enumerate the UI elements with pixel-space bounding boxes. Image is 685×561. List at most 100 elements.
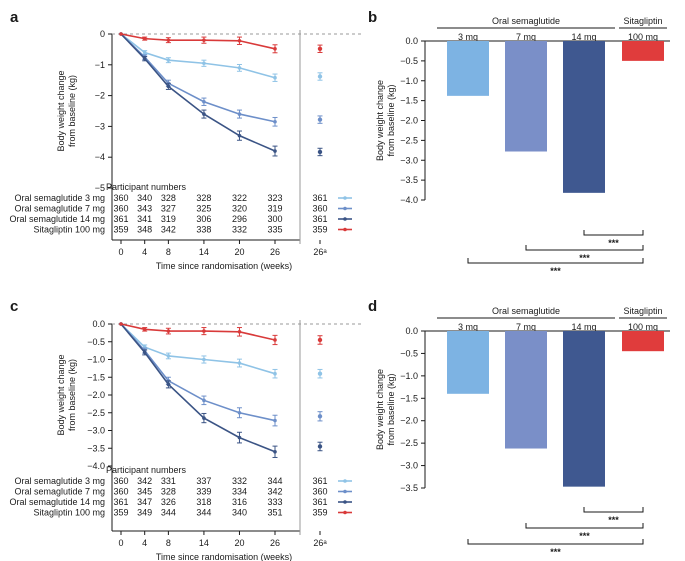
data-point-sita	[142, 36, 147, 41]
x-axis-label: Time since randomisation (weeks)	[156, 552, 292, 561]
x-tick-label-extra: 26ᵃ	[313, 247, 327, 257]
panel-letter-a: a	[10, 9, 19, 26]
participant-number: 359	[113, 225, 128, 235]
participant-number: 340	[232, 508, 247, 518]
y-axis-label: from baseline (kg)	[67, 359, 77, 431]
data-point-sita	[119, 32, 123, 36]
x-tick-label: 0	[118, 247, 123, 257]
y-tick-label: 0	[100, 29, 105, 39]
data-point-sita	[202, 38, 206, 42]
category-label: 3 mg	[458, 322, 478, 332]
x-axis-label: Time since randomisation (weeks)	[156, 261, 292, 271]
x-tick-label: 4	[142, 247, 147, 257]
bar-bar3	[447, 331, 489, 394]
participant-number: 342	[137, 476, 152, 486]
participant-number: 333	[267, 497, 282, 507]
participant-number: 361	[113, 497, 128, 507]
bar-barSita	[622, 41, 664, 61]
significance-bracket	[467, 258, 644, 264]
data-point-s7	[273, 418, 277, 423]
y-tick-label: −4.0	[400, 195, 418, 205]
y-axis-label: Body weight change	[375, 369, 385, 450]
participant-number: 328	[196, 193, 211, 203]
data-point-s14	[237, 435, 242, 440]
group-label: Oral semaglutide	[492, 16, 560, 26]
panel-letter-b: b	[368, 9, 377, 26]
participant-number: 300	[267, 214, 282, 224]
extra-point-s14	[317, 444, 323, 449]
participant-number: 351	[267, 508, 282, 518]
panel-letter-c: c	[10, 298, 18, 315]
participant-number: 343	[137, 204, 152, 214]
y-tick-label: −2.0	[400, 116, 418, 126]
participant-number: 332	[232, 225, 247, 235]
y-tick-label: −0.5	[400, 348, 418, 358]
legend-marker-s3	[343, 479, 347, 483]
participant-number: 332	[232, 476, 247, 486]
y-tick-label: −1	[95, 60, 105, 70]
data-point-s3	[202, 61, 206, 66]
participant-number: 360	[113, 487, 128, 497]
category-label: 7 mg	[516, 322, 536, 332]
y-tick-label: −4.0	[87, 461, 105, 471]
y-tick-label: −1.5	[87, 372, 105, 382]
line-chart-panel-a: Body weight change from baseline (kg) 0 −1 −…	[9, 29, 362, 271]
participant-number-extra: 361	[312, 214, 327, 224]
series-name-s14: Oral semaglutide 14 mg	[9, 214, 105, 224]
significance-label: ***	[579, 253, 590, 263]
extra-point-s7	[317, 117, 323, 122]
participant-number: 344	[161, 508, 176, 518]
participant-number: 327	[161, 204, 176, 214]
series-line-s7	[120, 323, 276, 422]
participant-number: 349	[137, 508, 152, 518]
y-tick-label: 0.0	[405, 326, 418, 336]
participant-number-extra: 361	[312, 476, 327, 486]
participant-number: 328	[161, 193, 176, 203]
extra-point-s3	[317, 371, 323, 376]
y-tick-label: −3.5	[400, 175, 418, 185]
significance-label: ***	[579, 531, 590, 541]
x-tick-label: 14	[199, 538, 209, 548]
series-line-sita	[120, 33, 276, 50]
data-point-s7	[237, 410, 242, 415]
significance-label: ***	[550, 547, 561, 557]
data-point-s14	[202, 112, 206, 116]
x-tick-label: 14	[199, 247, 209, 257]
series-name-s3: Oral semaglutide 3 mg	[14, 476, 105, 486]
y-axis-label: Body weight change	[375, 80, 385, 161]
data-point-s3	[273, 371, 277, 376]
participant-number: 328	[161, 487, 176, 497]
participant-number: 323	[267, 193, 282, 203]
data-point-s3	[166, 58, 171, 62]
series-line-s3	[120, 323, 276, 375]
data-point-sita	[119, 322, 123, 326]
participant-number: 360	[113, 204, 128, 214]
extra-point-s3	[317, 74, 323, 79]
data-point-sita	[237, 38, 242, 43]
bar-bar14	[563, 41, 605, 193]
data-point-s14	[166, 382, 171, 387]
y-tick-label: −0.5	[87, 337, 105, 347]
bar-bar7	[505, 41, 547, 152]
x-tick-label: 20	[234, 538, 244, 548]
participant-number: 326	[161, 497, 176, 507]
panel-letter-d: d	[368, 298, 377, 315]
category-label: 3 mg	[458, 32, 478, 42]
y-tick-label: −2.5	[400, 438, 418, 448]
extra-point-sita	[317, 46, 323, 51]
data-point-s14	[237, 133, 242, 138]
bar-chart-panel-d: Oral semaglutide Sitagliptin 3 mg 7 mg 14 mg…	[375, 306, 670, 557]
data-point-s14	[142, 56, 147, 61]
participant-number: 338	[196, 225, 211, 235]
participant-number: 342	[161, 225, 176, 235]
significance-label: ***	[608, 238, 619, 248]
y-tick-label: −1.5	[400, 393, 418, 403]
x-tick-label-extra: 26ᵃ	[313, 538, 327, 548]
x-tick-label: 0	[118, 538, 123, 548]
participant-number-extra: 360	[312, 487, 327, 497]
bar-chart-panel-b: Oral semaglutide Sitagliptin 3 mg 7 mg 14 mg…	[375, 16, 670, 276]
category-label: 100 mg	[628, 322, 658, 332]
y-tick-label: −2.0	[400, 416, 418, 426]
y-tick-label: −1.0	[400, 371, 418, 381]
x-tick-label: 4	[142, 538, 147, 548]
